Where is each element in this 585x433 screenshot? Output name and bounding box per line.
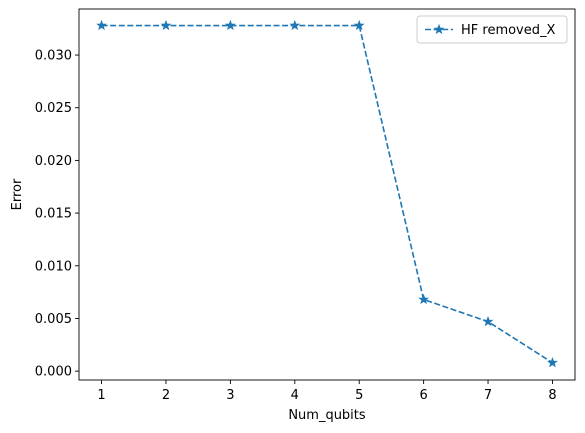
data-point (96, 19, 107, 31)
x-tick-label: 4 (291, 388, 299, 403)
y-tick-label: 0.000 (35, 365, 72, 380)
y-tick-label: 0.030 (35, 49, 72, 64)
y-tick-label: 0.015 (35, 207, 72, 222)
legend: HF removed_X (416, 15, 568, 44)
x-axis-label: Num_qubits (288, 408, 366, 423)
y-tick-label: 0.020 (35, 154, 72, 169)
x-tick-label: 2 (162, 388, 170, 403)
data-point (547, 357, 558, 368)
x-tick-label: 6 (419, 388, 427, 403)
data-point (224, 19, 236, 31)
data-point (418, 293, 430, 305)
y-tick-label: 0.010 (35, 259, 72, 274)
legend-marker (433, 23, 445, 35)
plot-area (79, 9, 575, 380)
y-axis-label: Error (10, 178, 25, 210)
data-point (289, 19, 301, 31)
x-tick-label: 3 (226, 388, 234, 403)
series-line (101, 24, 553, 364)
legend-box (416, 15, 568, 44)
legend-label: HF removed_X (461, 23, 556, 38)
x-tick-label: 8 (548, 388, 556, 403)
axes-frame (78, 8, 576, 381)
x-tick-label: 5 (355, 388, 363, 403)
data-point (353, 19, 365, 31)
y-tick-label: 0.025 (35, 101, 72, 116)
data-point (482, 315, 494, 327)
data-point (160, 19, 172, 31)
x-tick-label: 1 (97, 388, 105, 403)
axes-layer: 1 2 3 4 5 6 7 8 0.000 0.005 0.010 0.015 0.020 0.025 0.… (35, 8, 576, 403)
y-tick-label: 0.005 (35, 312, 72, 327)
x-tick-label: 7 (484, 388, 492, 403)
marks-layer (96, 19, 558, 368)
